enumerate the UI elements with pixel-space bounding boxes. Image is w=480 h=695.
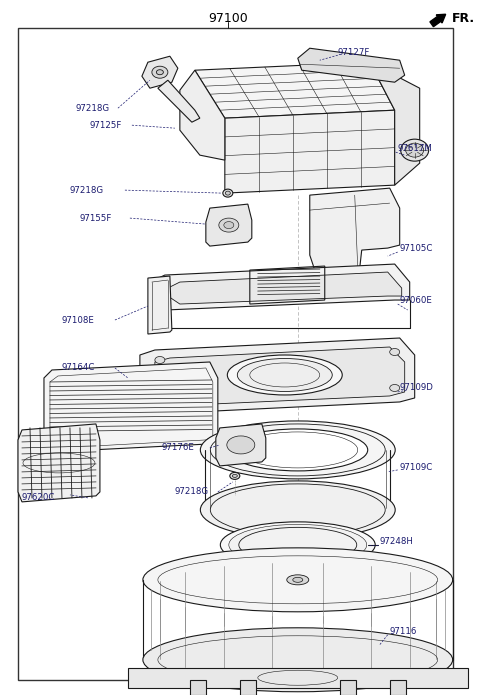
Ellipse shape [228,355,342,395]
Polygon shape [298,48,405,82]
Text: 97218G: 97218G [175,487,209,496]
Ellipse shape [232,475,237,477]
Text: 97116: 97116 [390,628,417,637]
Text: 97125F: 97125F [90,121,122,130]
Ellipse shape [223,189,233,197]
Ellipse shape [200,481,395,539]
Ellipse shape [293,578,303,582]
Text: 97218G: 97218G [70,186,104,195]
Text: 97109D: 97109D [400,384,433,393]
Text: 97105C: 97105C [400,243,433,252]
Polygon shape [155,347,405,406]
Bar [390,680,406,695]
Ellipse shape [152,66,168,79]
Text: FR.: FR. [452,12,475,25]
Ellipse shape [156,70,163,74]
Polygon shape [150,264,410,310]
Ellipse shape [155,393,165,400]
Polygon shape [18,424,100,502]
Polygon shape [158,80,200,122]
Ellipse shape [155,357,165,363]
Text: 97617M: 97617M [398,144,432,153]
Text: 97155F: 97155F [80,213,112,222]
Text: 97620C: 97620C [22,493,55,502]
Text: 97060E: 97060E [400,295,432,304]
Ellipse shape [220,522,375,568]
Bar [240,680,256,695]
Text: 97176E: 97176E [162,443,195,452]
Ellipse shape [390,348,400,356]
Ellipse shape [401,139,429,161]
Ellipse shape [143,548,453,612]
Polygon shape [142,56,178,88]
Polygon shape [44,362,218,452]
Polygon shape [195,63,395,118]
Ellipse shape [406,143,424,157]
Text: 97127F: 97127F [338,48,370,57]
Text: 97218G: 97218G [76,104,110,113]
Text: 97100: 97100 [208,12,248,25]
Ellipse shape [227,436,255,454]
Polygon shape [206,204,252,246]
Ellipse shape [143,628,453,692]
Ellipse shape [229,524,367,565]
Polygon shape [370,63,420,185]
Ellipse shape [287,575,309,584]
Ellipse shape [224,222,234,229]
Text: 97108E: 97108E [62,316,95,325]
Polygon shape [148,276,172,334]
Bar [190,680,206,695]
Ellipse shape [225,191,230,195]
Polygon shape [310,188,400,270]
Polygon shape [225,111,395,193]
Ellipse shape [230,473,240,480]
Ellipse shape [237,359,332,391]
FancyArrow shape [430,15,445,26]
Text: 97248H: 97248H [380,537,414,546]
Ellipse shape [228,429,368,471]
Polygon shape [140,338,415,414]
Polygon shape [180,70,225,160]
Ellipse shape [200,421,395,479]
Bar [340,680,356,695]
Ellipse shape [390,384,400,391]
Polygon shape [216,424,266,466]
Polygon shape [128,668,468,688]
Ellipse shape [219,218,239,232]
Text: 97164C: 97164C [62,363,96,373]
Text: 97109C: 97109C [400,464,433,473]
Polygon shape [168,272,402,304]
